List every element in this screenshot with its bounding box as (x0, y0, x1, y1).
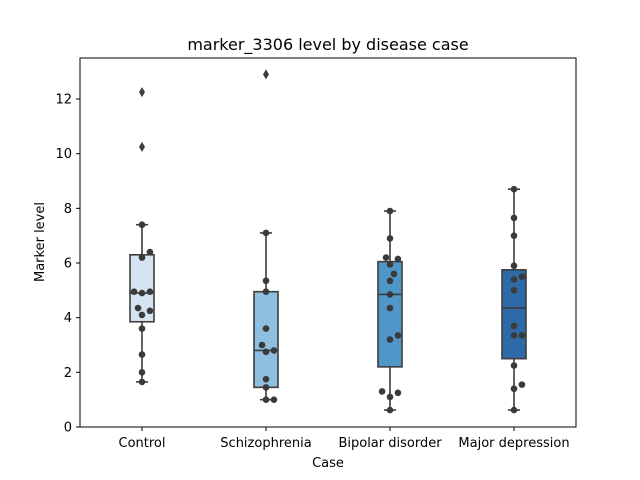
swarm-group (510, 185, 526, 414)
x-tick-label: Major depression (458, 436, 569, 451)
data-point (518, 332, 526, 339)
swarm-group (258, 229, 278, 403)
box-group (501, 188, 527, 411)
data-point (518, 381, 526, 388)
data-point (378, 388, 386, 395)
data-point (270, 396, 278, 403)
data-point (386, 207, 394, 215)
data-point (262, 384, 270, 391)
data-point (510, 262, 518, 270)
y-axis-label: Marker level (33, 202, 48, 282)
data-point (262, 229, 270, 237)
swarm-group (130, 221, 154, 386)
y-tick-label: 4 (64, 311, 72, 326)
y-tick-label: 12 (55, 93, 72, 108)
data-point (138, 325, 146, 332)
data-point (262, 288, 270, 296)
data-point (262, 375, 270, 383)
y-tick-label: 8 (64, 202, 72, 217)
swarm-group (378, 207, 402, 414)
y-tick-label: 10 (55, 147, 72, 162)
x-tick-label: Schizophrenia (220, 436, 311, 451)
outlier-marker (139, 141, 145, 152)
data-point (386, 291, 394, 298)
data-point (262, 396, 270, 403)
data-point (130, 288, 138, 296)
data-point (386, 336, 394, 343)
data-point (138, 369, 146, 376)
data-point (510, 362, 518, 369)
data-point (138, 289, 146, 297)
data-point (258, 341, 266, 349)
plot-frame (79, 57, 577, 428)
x-axis: Control Schizophrenia Bipolar disorder Majo… (119, 427, 570, 451)
data-point (262, 277, 270, 285)
data-point (510, 332, 518, 339)
box (377, 260, 403, 368)
data-point (394, 332, 402, 339)
data-point (146, 248, 154, 256)
chart-title: marker_3306 level by disease case (187, 35, 468, 55)
box (501, 269, 527, 360)
data-point (394, 389, 402, 397)
data-point (262, 325, 270, 332)
data-point (134, 304, 142, 312)
data-point (146, 288, 154, 296)
data-point (146, 307, 154, 315)
data-point (386, 304, 394, 312)
data-point (386, 393, 394, 401)
data-point (510, 232, 518, 239)
data-point (138, 311, 146, 319)
plot-content (129, 69, 527, 414)
data-point (510, 406, 518, 414)
data-point (138, 351, 146, 358)
outlier-marker (263, 69, 269, 80)
data-point (262, 348, 270, 356)
data-point (510, 185, 518, 193)
data-point (394, 255, 402, 263)
x-tick-label: Control (119, 436, 166, 451)
y-tick-label: 2 (64, 366, 72, 381)
data-point (386, 235, 394, 242)
y-axis: 0 2 4 6 8 10 12 (55, 93, 80, 436)
data-point (510, 276, 518, 283)
data-point (510, 322, 518, 330)
data-point (138, 221, 146, 229)
data-point (386, 277, 394, 285)
data-point (518, 273, 526, 280)
data-point (270, 347, 278, 354)
data-point (386, 261, 394, 268)
data-point (510, 385, 518, 393)
box (253, 290, 279, 389)
data-point (138, 378, 146, 386)
y-tick-label: 0 (64, 421, 72, 436)
data-point (138, 254, 146, 261)
data-point (510, 287, 518, 294)
data-point (390, 270, 398, 278)
data-point (510, 214, 518, 222)
y-tick-label: 6 (64, 257, 72, 272)
data-point (386, 406, 394, 414)
box-group (129, 87, 155, 383)
x-axis-label: Case (312, 456, 344, 471)
x-tick-label: Bipolar disorder (338, 436, 442, 451)
outlier-marker (139, 87, 145, 98)
data-point (382, 254, 390, 261)
